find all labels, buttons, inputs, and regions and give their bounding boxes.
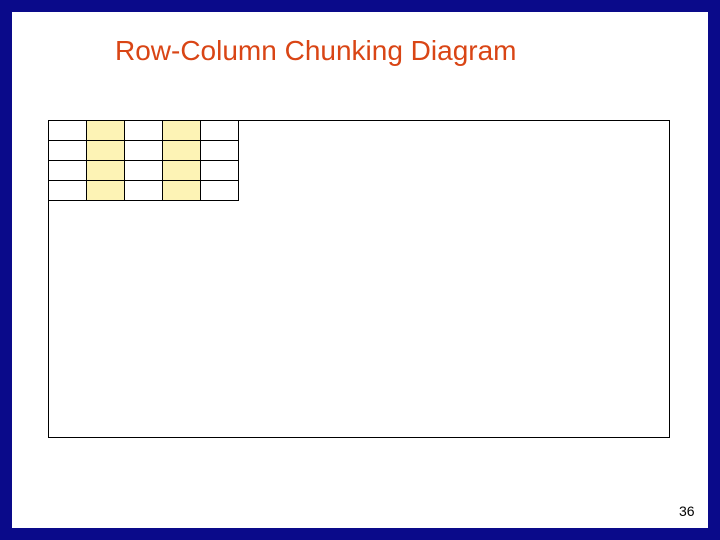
grid-cell [201,181,239,201]
grid-cell [163,121,201,141]
grid-cell [125,161,163,181]
grid-cell [163,181,201,201]
grid-cell [201,121,239,141]
slide-title: Row-Column Chunking Diagram [115,35,517,67]
grid-cell [163,141,201,161]
content-area [48,120,670,438]
grid-cell [49,141,87,161]
grid-cell [125,141,163,161]
chunking-grid [49,121,239,201]
grid-cell [125,181,163,201]
grid-cell [49,161,87,181]
grid-cell [49,121,87,141]
grid-cell [125,121,163,141]
grid-cell [87,161,125,181]
grid-cell [87,181,125,201]
grid-cell [87,121,125,141]
page-number: 36 [679,503,695,519]
grid-cell [49,181,87,201]
grid-cell [201,141,239,161]
grid-cell [201,161,239,181]
grid-cell [163,161,201,181]
grid-cell [87,141,125,161]
